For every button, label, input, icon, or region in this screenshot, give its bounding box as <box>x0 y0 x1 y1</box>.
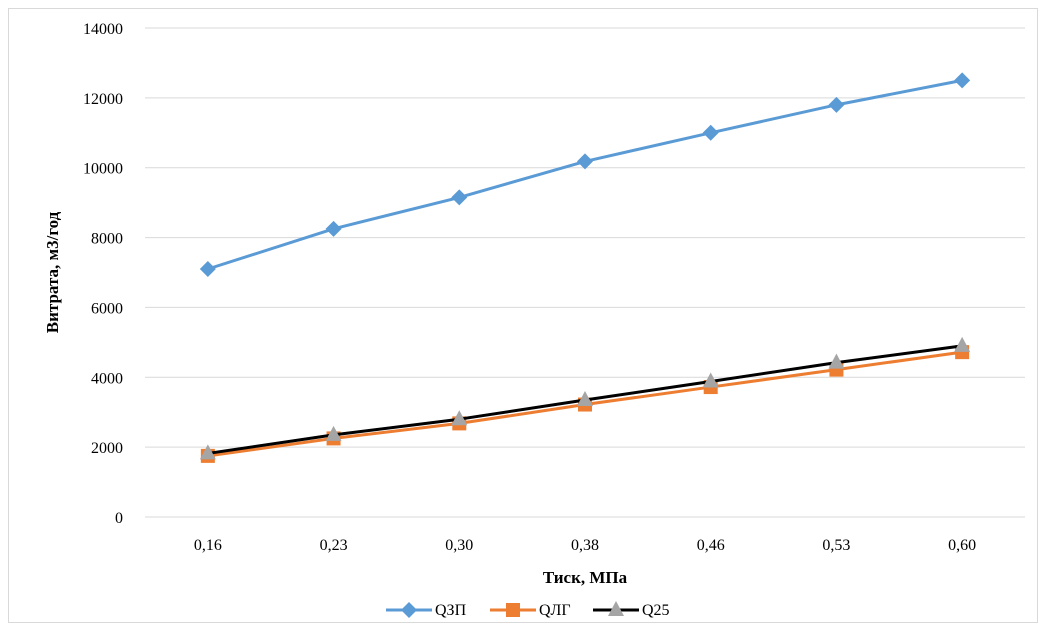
data-point <box>828 96 845 113</box>
data-point <box>954 72 971 89</box>
y-tick-label: 2000 <box>91 440 123 457</box>
x-tick-label: 0,46 <box>697 537 725 554</box>
series-3 <box>199 336 971 460</box>
legend-marker <box>506 603 520 617</box>
data-point <box>828 353 845 369</box>
legend: QЗП QЛГ Q25 <box>386 601 670 619</box>
y-tick-label: 12000 <box>83 91 123 108</box>
data-point <box>199 444 216 460</box>
x-axis-title: Тиск, МПа <box>543 568 628 587</box>
data-point <box>577 153 593 170</box>
legend-item: QЛГ <box>490 602 571 619</box>
data-point <box>954 336 971 352</box>
data-point <box>451 410 468 426</box>
series-line <box>207 78 963 271</box>
data-point <box>702 372 719 388</box>
data-point <box>199 261 216 278</box>
legend-item: Q25 <box>593 601 670 619</box>
data-point <box>325 220 342 237</box>
legend-label: Q25 <box>642 602 670 619</box>
y-tick-label: 8000 <box>91 231 123 248</box>
data-point <box>577 390 593 406</box>
y-tick-labels: 0 2000 4000 6000 8000 10000 12000 14000 <box>83 21 123 527</box>
y-tick-label: 0 <box>115 510 123 527</box>
chart-frame <box>8 8 1038 623</box>
y-axis-title: Витрата, м3/год <box>43 211 62 333</box>
x-tick-labels: 0,16 0,23 0,30 0,38 0,46 0,53 0,60 <box>194 537 976 554</box>
series-group <box>199 72 971 463</box>
x-tick-label: 0,38 <box>571 537 599 554</box>
y-tick-label: 10000 <box>83 161 123 178</box>
data-point <box>451 189 468 206</box>
y-tick-label: 4000 <box>91 370 123 387</box>
legend-marker <box>608 601 624 616</box>
x-tick-label: 0,30 <box>445 537 473 554</box>
y-tick-label: 6000 <box>91 300 123 317</box>
x-tick-label: 0,16 <box>194 537 222 554</box>
legend-label: QЛГ <box>539 602 571 619</box>
series-1 <box>199 72 971 278</box>
x-tick-label: 0,53 <box>822 537 850 554</box>
legend-label: QЗП <box>435 602 467 619</box>
legend-item: QЗП <box>386 602 467 619</box>
data-point <box>325 425 342 441</box>
data-point <box>702 124 719 141</box>
y-tick-label: 14000 <box>83 21 123 38</box>
x-tick-label: 0,23 <box>320 537 348 554</box>
x-tick-label: 0,60 <box>948 537 976 554</box>
legend-marker <box>401 602 417 618</box>
